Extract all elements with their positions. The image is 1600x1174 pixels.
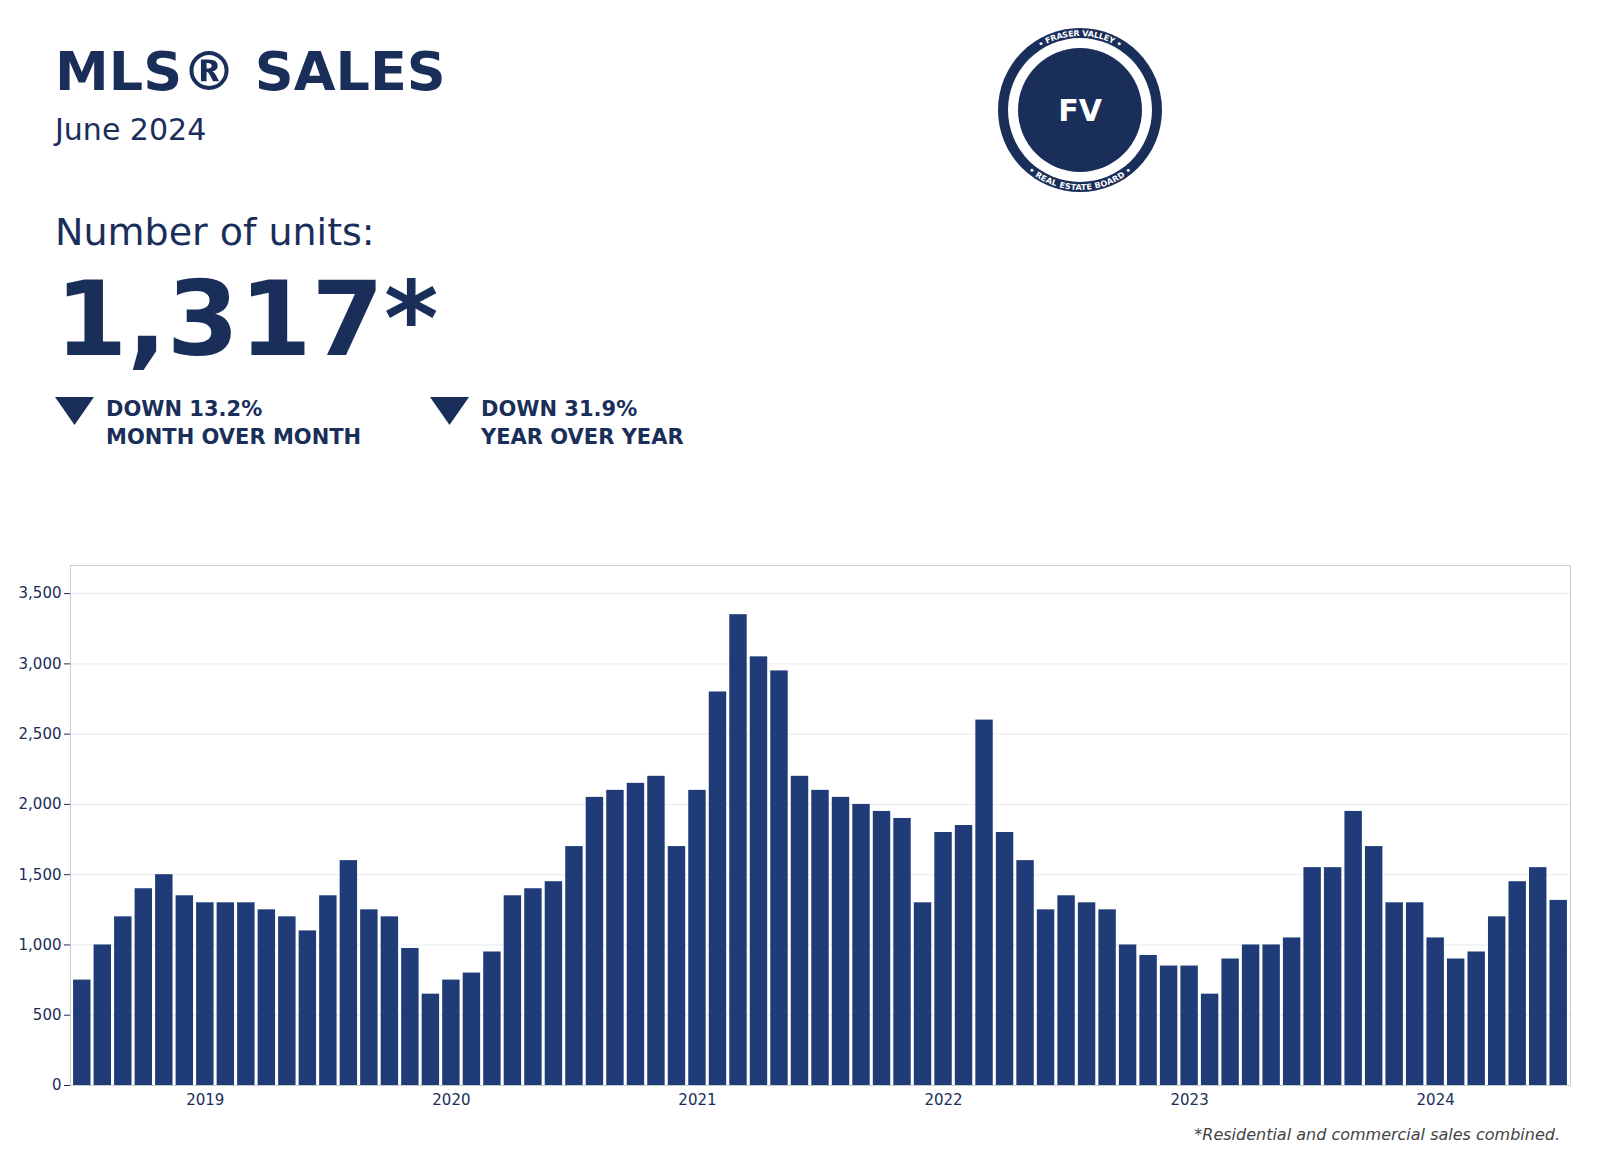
svg-text:500: 500 — [33, 1006, 62, 1024]
svg-text:2,500: 2,500 — [19, 725, 62, 743]
svg-text:1,000: 1,000 — [19, 936, 62, 954]
html-text:Number of units:: Number of units: — [55, 210, 375, 254]
svg-text:2023: 2023 — [1171, 1091, 1209, 1109]
svg-text:FV: FV — [1058, 93, 1102, 128]
html-text:*Residential and commercial sa: *Residential and commercial sales combin… — [1194, 1125, 1560, 1144]
html-text:June 2024: June 2024 — [55, 112, 207, 147]
svg-text:2024: 2024 — [1417, 1091, 1455, 1109]
svg-text:2021: 2021 — [678, 1091, 716, 1109]
svg-text:3,500: 3,500 — [19, 584, 62, 602]
svg-text:• REAL ESTATE BOARD •: • REAL ESTATE BOARD • — [1027, 165, 1133, 192]
html-text:DOWN 31.9%: DOWN 31.9% — [481, 397, 638, 421]
svg-text:2022: 2022 — [924, 1091, 962, 1109]
html-text:1,317*: 1,317* — [55, 258, 439, 380]
svg-text:0: 0 — [52, 1076, 62, 1094]
svg-text:3,000: 3,000 — [19, 655, 62, 673]
svg-text:2,000: 2,000 — [19, 795, 62, 813]
html-text:YEAR OVER YEAR: YEAR OVER YEAR — [481, 425, 684, 449]
svg-text:2019: 2019 — [186, 1091, 224, 1109]
svg-text:• FRASER VALLEY •: • FRASER VALLEY • — [1037, 29, 1124, 49]
html-text:MONTH OVER MONTH: MONTH OVER MONTH — [106, 425, 362, 449]
html-text:DOWN 13.2%: DOWN 13.2% — [106, 397, 263, 421]
svg-text:1,500: 1,500 — [19, 865, 62, 883]
svg-text:2020: 2020 — [432, 1091, 470, 1109]
html-text:MLS® SALES: MLS® SALES — [55, 40, 446, 103]
